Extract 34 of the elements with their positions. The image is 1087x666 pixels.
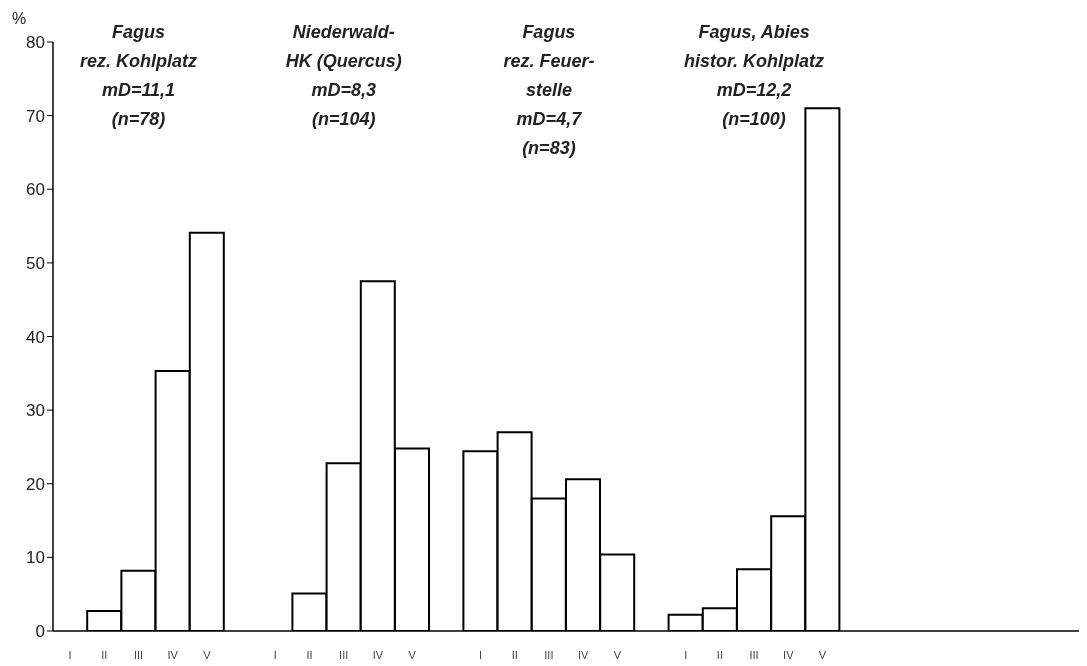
x-tick-label: IV	[783, 648, 795, 661]
x-tick-label: V	[613, 648, 622, 661]
x-tick-label: II	[716, 648, 723, 661]
x-tick-label: I	[684, 648, 688, 661]
y-tick-label: 50	[26, 253, 45, 273]
y-tick-label: 80	[26, 33, 45, 53]
x-tick-label: I	[273, 648, 277, 661]
x-tick-label: IV	[372, 648, 384, 661]
annotation: Fagus rez. Feuer- stelle mD=4,7 (n=83)	[502, 21, 596, 160]
y-tick-label: 30	[26, 401, 45, 421]
x-tick-label: II	[306, 648, 313, 661]
annotation: Fagus rez. Kohlplatz mD=11,1 (n=78)	[79, 22, 197, 129]
x-tick-label: V	[203, 648, 212, 661]
x-tick-label: III	[749, 648, 759, 661]
x-tick-label: IV	[577, 648, 589, 661]
annotation: Fagus, Abies histor. Kohlplatz mD=12,2 (n=100)	[683, 21, 826, 131]
annotation: Niederwald- HK (Quercus) mD=8,3 (n=104)	[284, 21, 403, 131]
y-tick-label: 60	[26, 180, 45, 200]
x-tick-label: IV	[167, 648, 179, 661]
x-tick-label: I	[68, 648, 72, 661]
x-tick-label: V	[408, 648, 417, 661]
y-tick-label: 0	[35, 622, 45, 642]
x-tick-label: III	[544, 648, 554, 661]
x-tick-label: III	[339, 648, 349, 661]
y-tick-label: 20	[26, 474, 45, 494]
x-tick-label: III	[133, 648, 144, 661]
y-tick-label: 40	[26, 327, 45, 347]
x-tick-label: II	[101, 648, 108, 661]
x-tick-label: I	[478, 648, 483, 661]
x-tick-label: II	[511, 648, 518, 661]
y-axis-title: %	[12, 10, 27, 28]
y-tick-label: 10	[26, 548, 45, 568]
y-tick-label: 70	[26, 106, 45, 126]
x-tick-label: V	[818, 648, 827, 661]
